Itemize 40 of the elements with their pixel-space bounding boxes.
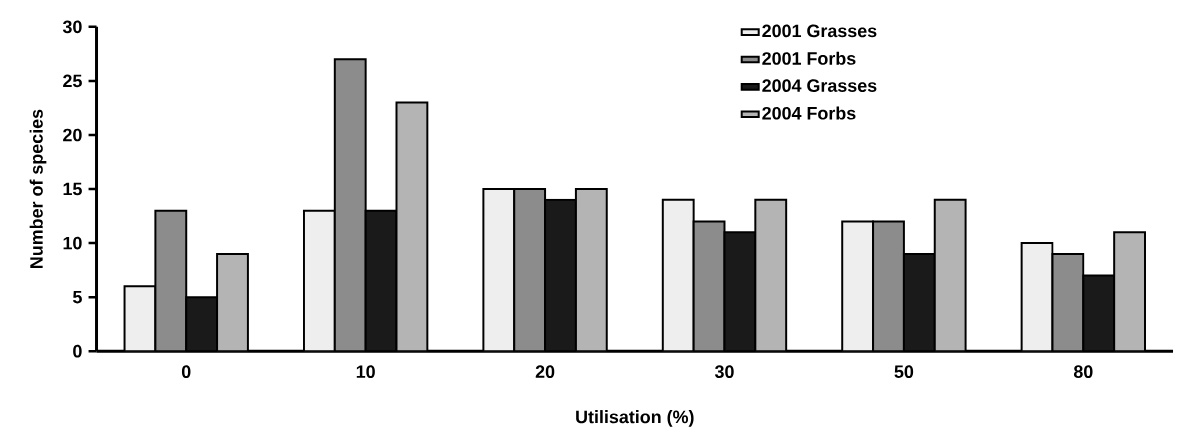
bar: [692, 220, 726, 352]
y-tick-label: 10: [63, 236, 82, 250]
bar: [1113, 231, 1147, 352]
x-tick-label: 20: [535, 365, 555, 379]
x-tick-label: 80: [1073, 365, 1093, 379]
legend-label: 2004 Forbs: [762, 106, 856, 120]
legend-label: 2004 Grasses: [762, 79, 877, 93]
bar: [661, 198, 695, 352]
bar: [872, 220, 905, 352]
bar: [513, 188, 547, 352]
bar: [216, 253, 249, 352]
x-tick-label: 0: [181, 365, 191, 379]
y-tick-label: 5: [72, 291, 82, 304]
legend-label: 2001 Forbs: [762, 51, 856, 65]
y-tick-label: 30: [62, 20, 82, 34]
bar: [185, 296, 219, 352]
bar: [544, 198, 577, 352]
x-tick-label: 50: [894, 365, 914, 379]
bar: [841, 220, 875, 352]
bar: [395, 101, 429, 352]
bar: [154, 209, 188, 352]
y-axis-title: Number of species: [29, 109, 47, 269]
bar: [933, 198, 967, 352]
bar: [482, 188, 516, 352]
x-tick-label: 10: [356, 365, 375, 379]
bar: [1051, 253, 1085, 352]
bar: [754, 198, 788, 352]
bar: [1082, 274, 1116, 352]
y-tick-label: 25: [63, 74, 82, 88]
bar: [902, 253, 936, 352]
bar: [723, 231, 757, 352]
x-tick-label: 30: [714, 365, 734, 379]
bar: [302, 209, 336, 352]
legend-label: 2001 Grasses: [762, 24, 877, 38]
y-tick-label: 0: [73, 344, 82, 358]
y-tick-label: 20: [63, 128, 82, 142]
x-axis-title: Utilisation (%): [576, 410, 694, 427]
y-tick-label: 15: [63, 182, 82, 196]
bar: [574, 188, 608, 352]
bar: [333, 58, 367, 352]
